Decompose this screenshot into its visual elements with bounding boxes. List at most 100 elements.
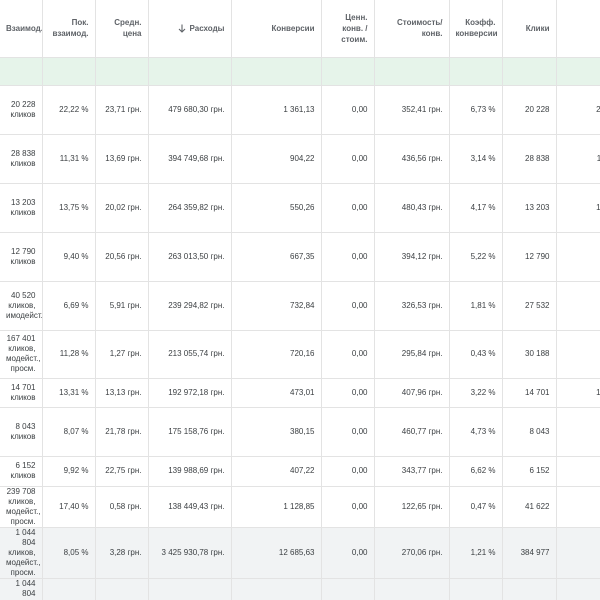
cell-text: 11,28 % (59, 349, 89, 358)
header-text: Пок. взаимод. (52, 18, 89, 39)
cell-text: 1 361,13 (283, 104, 315, 114)
cell-text: 12 790 (525, 251, 550, 261)
cell-text: 3,14 % (470, 153, 496, 163)
column-header[interactable]: CTR (556, 0, 600, 58)
cell-text: 3,28 грн. (109, 547, 142, 557)
column-header[interactable]: Коэфф. конверсии (449, 0, 503, 58)
cell-text: 12 790 кликов (10, 246, 36, 266)
cell-text: 394,12 грн. (401, 251, 443, 261)
column-header[interactable]: Ценн. конв. / стоим. (321, 0, 375, 58)
table-cell: 479 680,30 грн. (148, 85, 232, 135)
cell-text: 139 988,69 грн. (168, 466, 225, 475)
table-cell: 13,69 грн. (95, 134, 149, 184)
cell-text: 550,26 (290, 202, 315, 212)
cell-text: 239 294,82 грн. (168, 300, 225, 310)
cell-text: 28 838 (525, 153, 550, 163)
cell-text: 460,77 грн. (401, 426, 443, 436)
table-cell: 394,12 грн. (374, 232, 450, 282)
cell-text: 6,69 % (63, 300, 89, 310)
table-cell: 22,22 % (42, 85, 96, 135)
column-header[interactable]: Стоимость/конв. (374, 0, 450, 58)
table-cell: 264 359,82 грн. (148, 183, 232, 233)
cell-text: 720,16 (290, 349, 315, 358)
table-cell: 0,00 (321, 527, 375, 579)
table-cell: 2,97 % (556, 527, 600, 579)
cell-text: 175 158,76 грн. (168, 426, 225, 436)
cell-text: 5,91 грн. (109, 300, 142, 310)
cell-text: 13,75 % (59, 202, 89, 212)
cell-text: 4,17 % (470, 202, 496, 212)
column-header[interactable]: Взаимод. (0, 0, 43, 58)
table-cell: 8,07 % (42, 407, 96, 457)
table-cell: 5,22 % (449, 232, 503, 282)
cell-text: 11,31 % (597, 154, 600, 163)
table-cell: 295,84 грн. (374, 330, 450, 379)
table-cell: 326,53 грн. (374, 281, 450, 331)
table-row: 8 043 кликов 8,07 % 21,78 грн. 175 158,76 г… (0, 407, 600, 457)
table-cell: 6,69 % (42, 281, 96, 331)
table-cell: 3,22 % (449, 378, 503, 408)
cell-text: 8,07 % (63, 426, 89, 436)
column-header[interactable]: Клики (502, 0, 557, 58)
table-row: 13 203 кликов 13,75 % 20,02 грн. 264 359,82… (0, 183, 600, 233)
table-cell: 550,26 (231, 183, 322, 233)
cell-text: 4,73 % (470, 426, 496, 436)
table-cell: 0,00 (321, 134, 375, 184)
cell-text: 904,22 (290, 153, 315, 163)
table-cell: 1 044 804 кликов, модейст., просм. (0, 578, 43, 600)
cell-text: 1,81 % (470, 300, 496, 310)
table-row: 20 228 кликов 22,22 % 23,71 грн. 479 680,30… (0, 85, 600, 135)
cell-text: 13,31 % (59, 387, 89, 397)
header-row: Взаимод. Пок. взаимод. Средн. цена Расходы К… (0, 0, 600, 58)
table-cell: 28 838 кликов (0, 134, 43, 184)
table-cell: 13,13 грн. (95, 378, 149, 408)
cell-text: 20 228 кликов (10, 99, 36, 119)
table-cell: 20,56 грн. (95, 232, 149, 282)
column-header[interactable]: Средн. цена (95, 0, 149, 58)
table-row: 1 044 804 кликов, модейст., просм. 8,05 %… (0, 578, 600, 600)
table-cell: 139 988,69 грн. (148, 456, 232, 487)
table-cell: 384 977 (502, 578, 557, 600)
table-cell: 1 128,85 (231, 486, 322, 528)
table-cell: 3,14 % (449, 134, 503, 184)
cell-text: 8,05 % (63, 547, 89, 557)
table-cell: 11,28 % (42, 330, 96, 379)
cell-text: 23,71 грн. (105, 104, 142, 114)
table-cell: 0,00 (321, 85, 375, 135)
table-cell: 0,00 (321, 330, 375, 379)
table-cell: 22,22 % (556, 85, 600, 135)
table-cell: 8,07 % (556, 407, 600, 457)
table-cell: 3 425 930,78 грн. (148, 527, 232, 579)
cell-text: 28 838 кликов (10, 148, 36, 168)
cell-text: 0,43 % (470, 349, 496, 358)
table-cell: 1,21 % (449, 578, 503, 600)
table-cell: 138 449,43 грн. (148, 486, 232, 528)
cell-text: 0,00 (352, 599, 368, 600)
table-cell: 6,73 % (449, 85, 503, 135)
table-cell: 23,71 грн. (95, 85, 149, 135)
table-cell: 343,77 грн. (374, 456, 450, 487)
cell-text: 13,69 грн. (105, 153, 142, 163)
table-cell: 1,21 % (449, 527, 503, 579)
cell-text: 3 425 930,78 грн. (161, 547, 225, 557)
table-cell: 720,16 (231, 330, 322, 379)
table-cell: 11,31 % (42, 134, 96, 184)
table-cell: 4,73 % (449, 407, 503, 457)
table-cell: 0,00 (321, 486, 375, 528)
column-header[interactable]: Расходы (148, 0, 232, 58)
cell-text: 6 152 кликов (10, 461, 36, 480)
table-cell: 0,00 (321, 456, 375, 487)
cell-text: 394 749,68 грн. (168, 153, 225, 163)
column-header[interactable]: Конверсии (231, 0, 322, 58)
cell-text: 0,00 (351, 300, 368, 310)
column-header[interactable]: Пок. взаимод. (42, 0, 96, 58)
table-cell: 6 152 кликов (0, 456, 43, 487)
cell-text: 8 043 кликов (10, 421, 36, 441)
table-cell: 0,00 (321, 407, 375, 457)
table-cell: 2,97 % (556, 578, 600, 600)
table-cell: 0,00 (321, 281, 375, 331)
table-cell: 13,75 % (42, 183, 96, 233)
cell-text: 9,40 % (63, 251, 89, 261)
cell-text: 1 044 804 кликов, модейст., просм. (8, 578, 36, 600)
